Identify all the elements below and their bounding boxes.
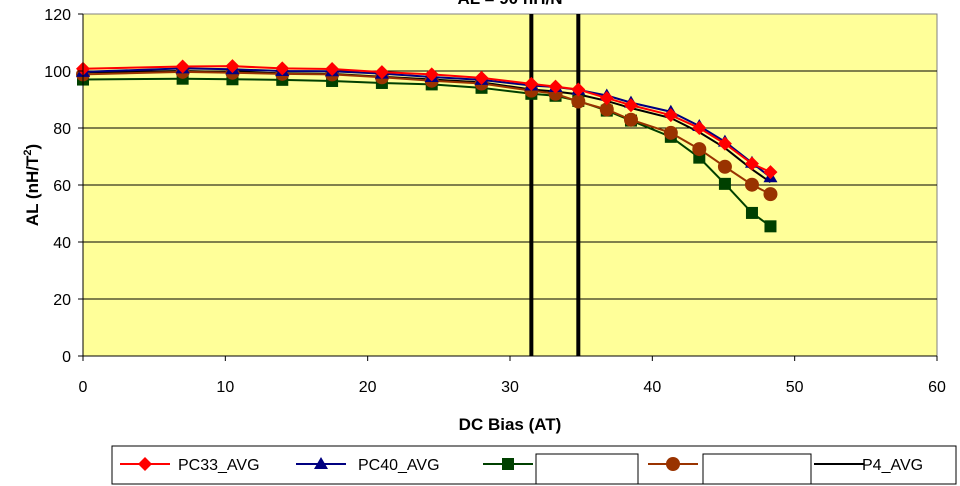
data-point [717, 159, 732, 174]
data-point [175, 59, 190, 74]
data-point [744, 156, 759, 171]
legend-marker [138, 457, 152, 471]
y-tick-labels: 0 20 40 60 80 100 120 [44, 7, 84, 366]
legend: PC33_AVG PC40_AVG P4_AVG [111, 445, 957, 485]
legend-marker [666, 457, 680, 471]
y-tick-label: 60 [53, 178, 71, 195]
x-tick-label: 0 [79, 379, 88, 396]
data-point [718, 177, 731, 190]
x-tick-label: 10 [216, 379, 234, 396]
data-point [763, 187, 778, 202]
data-point [424, 67, 439, 82]
data-point [663, 108, 678, 123]
data-point [745, 206, 758, 219]
y-axis-title-main: AL (nH/T [23, 155, 42, 226]
data-point [763, 165, 778, 180]
data-point [599, 91, 614, 106]
data-point [225, 59, 240, 74]
data-point [474, 70, 489, 85]
data-point [374, 65, 389, 80]
data-point [524, 76, 539, 91]
data-point [623, 112, 638, 127]
legend-marker [314, 457, 328, 469]
x-axis-title: DC Bias (AT) [459, 415, 562, 434]
series-group [76, 59, 778, 233]
y-tick-label: 80 [53, 121, 71, 138]
data-point [599, 102, 614, 117]
y-tick-label: 0 [62, 349, 71, 366]
legend-blank-box [535, 453, 639, 485]
y-tick-label: 100 [44, 64, 71, 81]
series-pc33-avg [76, 59, 778, 180]
x-tick-label: 50 [786, 379, 804, 396]
data-point [764, 220, 777, 233]
x-tick-label: 30 [501, 379, 519, 396]
data-point [663, 125, 678, 140]
legend-label: P4_AVG [862, 457, 923, 474]
data-point [692, 121, 707, 135]
y-tick-label: 40 [53, 235, 71, 252]
y-tick-label: 20 [53, 292, 71, 309]
y-axis-title-close: ) [23, 144, 42, 150]
data-point [275, 61, 290, 76]
legend-label: PC33_AVG [178, 457, 260, 474]
y-axis-title-sup: 2 [22, 150, 34, 156]
legend-marker [502, 458, 514, 470]
legend-item [648, 453, 812, 485]
data-point [717, 136, 732, 151]
legend-blank-box [702, 453, 812, 485]
data-point [571, 94, 586, 109]
data-point [548, 79, 563, 94]
data-point [325, 62, 340, 77]
legend-item: P4_AVG [814, 457, 923, 474]
x-tick-labels: 0 10 20 30 40 50 60 [79, 355, 946, 396]
y-tick-label: 120 [44, 7, 71, 24]
legend-label: PC40_AVG [358, 457, 440, 474]
vertical-reference-lines [529, 14, 581, 356]
data-point [692, 142, 707, 157]
legend-item [483, 453, 639, 485]
y-axis-title: AL (nH/T2) [22, 144, 42, 226]
data-point [623, 98, 638, 113]
x-tick-label: 60 [928, 379, 946, 396]
x-tick-label: 40 [643, 379, 661, 396]
x-tick-label: 20 [359, 379, 377, 396]
data-point [744, 177, 759, 192]
legend-item: PC40_AVG [296, 457, 440, 474]
legend-item: PC33_AVG [120, 457, 260, 474]
chart-title: AL = 90 nH/N [457, 0, 562, 8]
data-point [571, 82, 586, 97]
